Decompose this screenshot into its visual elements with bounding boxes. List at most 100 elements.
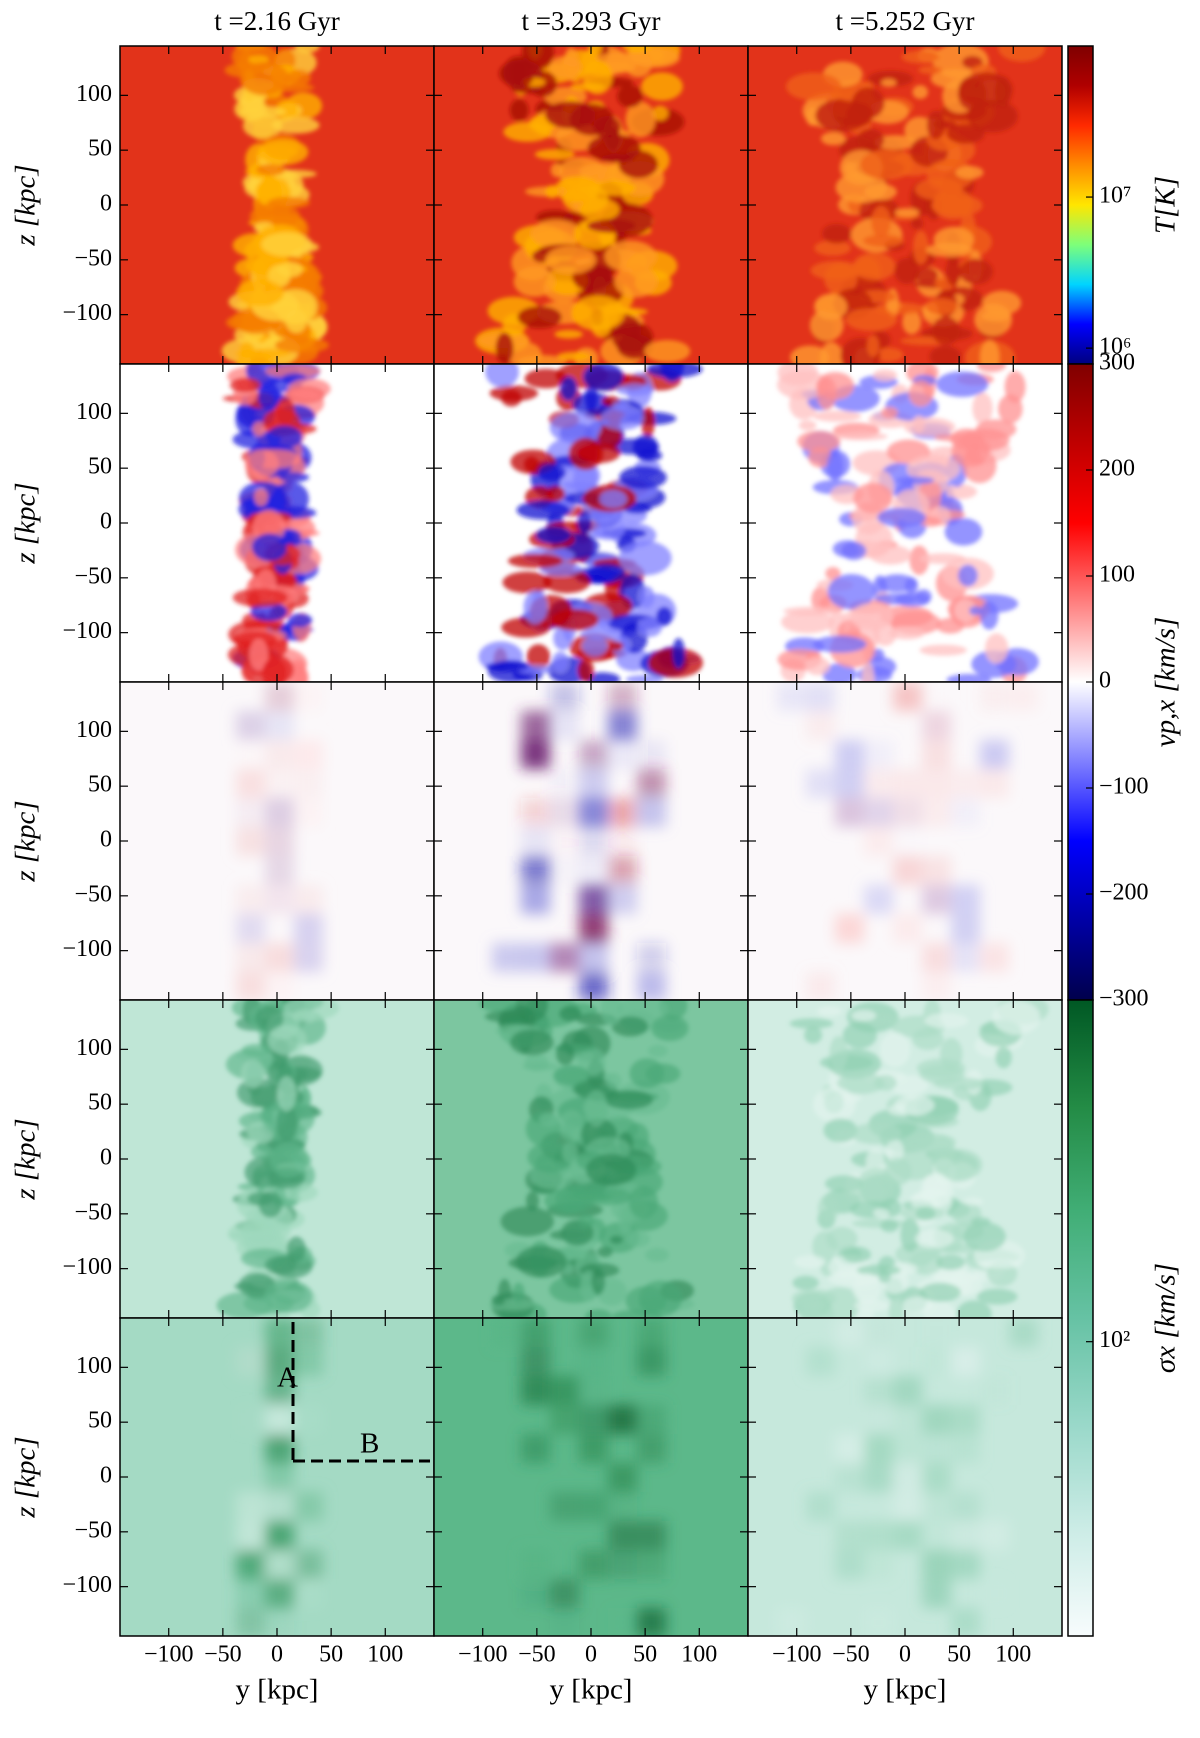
texture-blob (255, 1005, 284, 1033)
texture-blob (592, 516, 626, 541)
texture-blob (522, 1062, 559, 1071)
texture-blob (563, 47, 579, 81)
texture-cell (864, 1347, 893, 1376)
texture-blob (588, 46, 603, 57)
texture-blob (976, 364, 1007, 373)
texture-blob (599, 489, 628, 509)
texture-cell (236, 1347, 265, 1376)
colorbar-label: T[K] (1150, 176, 1182, 234)
texture-cell (236, 1608, 265, 1636)
x-tick-label: −50 (204, 1642, 242, 1668)
texture-blob (582, 636, 608, 657)
texture-blob (933, 1077, 987, 1090)
texture-blob (591, 1268, 606, 1295)
texture-blob (946, 123, 985, 144)
texture-blob (584, 1090, 608, 1126)
texture (478, 364, 703, 682)
x-tick-label: 50 (319, 1642, 343, 1668)
texture-blob (922, 1172, 950, 1198)
texture-cell (579, 1492, 608, 1521)
texture-cell (579, 914, 608, 943)
texture-cell (236, 769, 265, 798)
texture-blob (814, 240, 851, 256)
texture-blob (906, 454, 961, 483)
texture-blob (559, 1006, 582, 1022)
texture-cell (265, 769, 294, 798)
texture-cell (893, 1405, 922, 1434)
texture-blob (537, 463, 566, 482)
texture-cell (951, 1347, 980, 1376)
colorbar (1067, 999, 1094, 1637)
y-tick-label: 100 (76, 1353, 112, 1379)
texture-blob (614, 265, 658, 298)
texture-blob (580, 1188, 633, 1206)
texture-cell (608, 1405, 637, 1434)
texture-blob (582, 60, 613, 95)
texture-blob (842, 1021, 877, 1049)
texture-blob (500, 1206, 554, 1237)
texture (236, 1318, 323, 1636)
texture-blob (889, 1075, 929, 1095)
texture-blob (936, 1254, 965, 1270)
texture-cell (521, 1347, 550, 1376)
texture-blob (619, 465, 667, 490)
texture-cell (637, 972, 666, 1000)
panel-image (120, 682, 434, 1000)
texture-cell (608, 856, 637, 885)
texture (222, 364, 331, 682)
y-tick-label: 0 (100, 827, 112, 853)
texture-blob (915, 1207, 936, 1220)
texture-cell (294, 1318, 323, 1347)
texture-blob (249, 638, 269, 671)
texture-blob (513, 266, 556, 297)
texture-cell (265, 1608, 294, 1636)
texture-blob (578, 162, 628, 181)
texture-blob (946, 673, 992, 682)
texture-blob (501, 389, 522, 407)
x-tick-label: 100 (367, 1642, 403, 1668)
texture-blob (485, 661, 529, 672)
texture-cell (864, 1550, 893, 1579)
texture-blob (625, 101, 656, 138)
texture-blob (656, 607, 673, 626)
texture-blob (233, 631, 278, 649)
texture-cell (521, 1376, 550, 1405)
texture-blob (628, 1185, 659, 1219)
texture-blob (959, 258, 993, 285)
texture-cell (579, 972, 608, 1000)
texture-blob (545, 245, 597, 275)
texture-blob (250, 1144, 273, 1159)
texture-blob (641, 406, 655, 439)
texture-cell (835, 1550, 864, 1579)
texture-blob (557, 351, 592, 361)
texture-cell (579, 1347, 608, 1376)
y-tick-label: 50 (88, 1408, 112, 1434)
y-tick-label: 100 (76, 399, 112, 425)
texture-blob (851, 87, 885, 119)
panel-image (434, 682, 748, 1000)
texture-blob (288, 378, 331, 400)
texture-cell (637, 1434, 666, 1463)
texture-cell (579, 827, 608, 856)
texture-blob (998, 46, 1046, 62)
column-title: t =2.16 Gyr (214, 6, 339, 36)
texture-cell (980, 1521, 1009, 1550)
texture-blob (895, 592, 931, 607)
texture-blob (637, 449, 663, 462)
texture-blob (269, 1142, 309, 1178)
texture-blob (969, 606, 983, 616)
colorbar-tick-label: 10⁷ (1099, 183, 1131, 209)
texture-cell (922, 798, 951, 827)
texture-cell (579, 769, 608, 798)
texture-blob (955, 165, 984, 180)
texture-blob (853, 482, 893, 514)
texture-cell (893, 856, 922, 885)
texture-cell (608, 1492, 637, 1521)
texture-blob (979, 339, 1000, 364)
texture-cell (294, 798, 323, 827)
texture (216, 1000, 340, 1318)
texture-blob (603, 1090, 654, 1110)
texture-blob (954, 599, 977, 622)
y-tick-label: 100 (76, 81, 112, 107)
texture-blob (521, 46, 555, 71)
